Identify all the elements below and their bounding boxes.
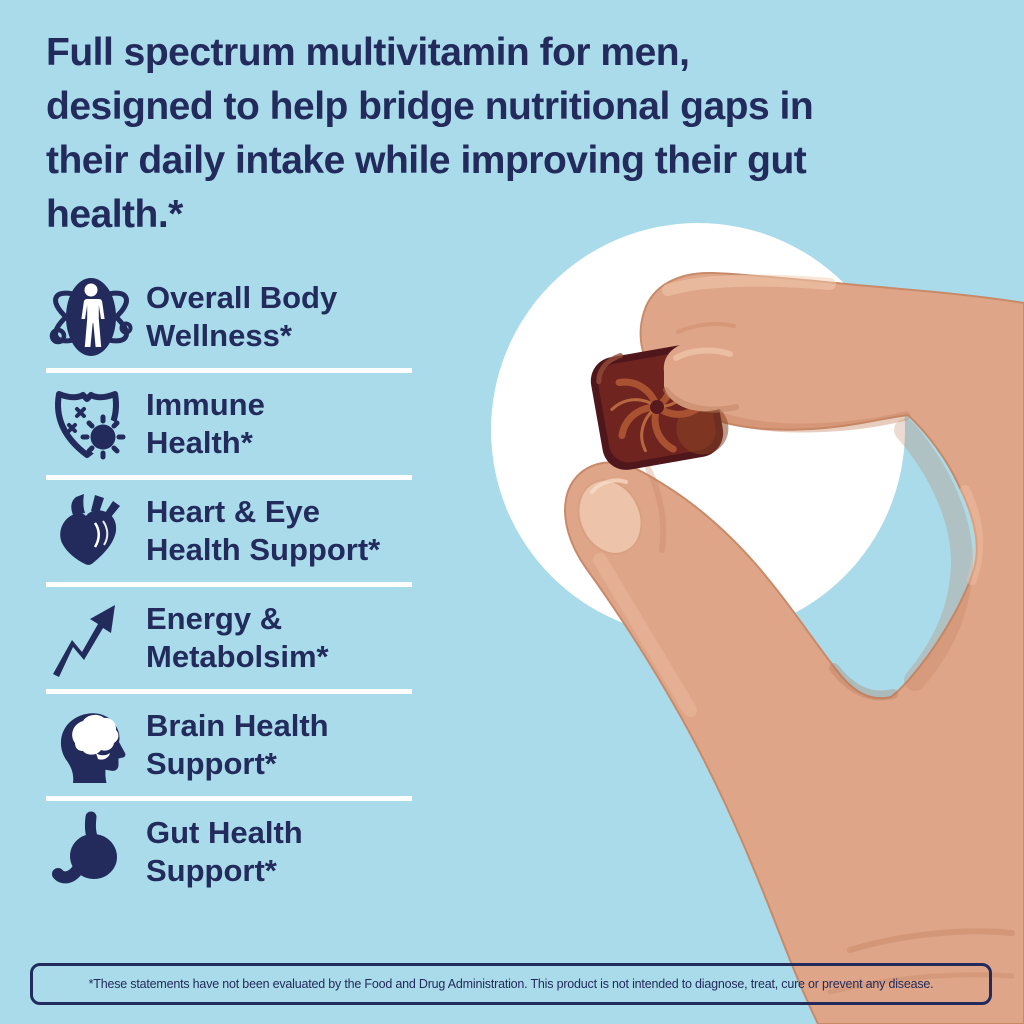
energy-arrow-icon: [46, 594, 146, 682]
divider: [46, 689, 412, 694]
divider: [46, 796, 412, 801]
benefit-label: Gut Health Support*: [146, 815, 303, 888]
benefit-row-heart-eye: Heart & Eye Health Support*: [46, 480, 412, 582]
heart-icon: [46, 487, 146, 575]
headline: Full spectrum multivitamin for men, desi…: [46, 26, 996, 242]
divider: [46, 582, 412, 587]
index-fingertip-overlay: [663, 339, 755, 413]
divider: [46, 475, 412, 480]
headline-line: designed to help bridge nutritional gaps…: [46, 85, 814, 128]
benefits-list: Overall Body Wellness*: [46, 266, 412, 903]
benefit-label: Energy & Metabolsim*: [146, 601, 329, 674]
headline-line: Full spectrum multivitamin for men,: [46, 31, 690, 74]
benefit-label: Brain Health Support*: [146, 708, 329, 781]
brain-icon: [46, 701, 146, 789]
benefit-row-gut: Gut Health Support*: [46, 801, 412, 903]
benefit-row-energy: Energy & Metabolsim*: [46, 587, 412, 689]
benefit-label: Immune Health*: [146, 387, 265, 460]
benefit-row-overall-body: Overall Body Wellness*: [46, 266, 412, 368]
hand-photo: [564, 271, 1024, 1024]
fda-disclaimer: *These statements have not been evaluate…: [30, 963, 992, 1005]
headline-line: health.*: [46, 193, 183, 236]
benefit-row-brain: Brain Health Support*: [46, 694, 412, 796]
headline-line: their daily intake while improving their…: [46, 139, 807, 182]
body-wellness-icon: [46, 273, 146, 361]
benefit-label: Overall Body Wellness*: [146, 280, 338, 353]
stomach-icon: [46, 808, 146, 896]
benefit-label: Heart & Eye Health Support*: [146, 494, 381, 567]
immune-shield-icon: [46, 380, 146, 468]
divider: [46, 368, 412, 373]
thumb-nail: [577, 479, 643, 555]
benefit-row-immune: Immune Health*: [46, 373, 412, 475]
fda-disclaimer-text: *These statements have not been evaluate…: [88, 977, 934, 991]
